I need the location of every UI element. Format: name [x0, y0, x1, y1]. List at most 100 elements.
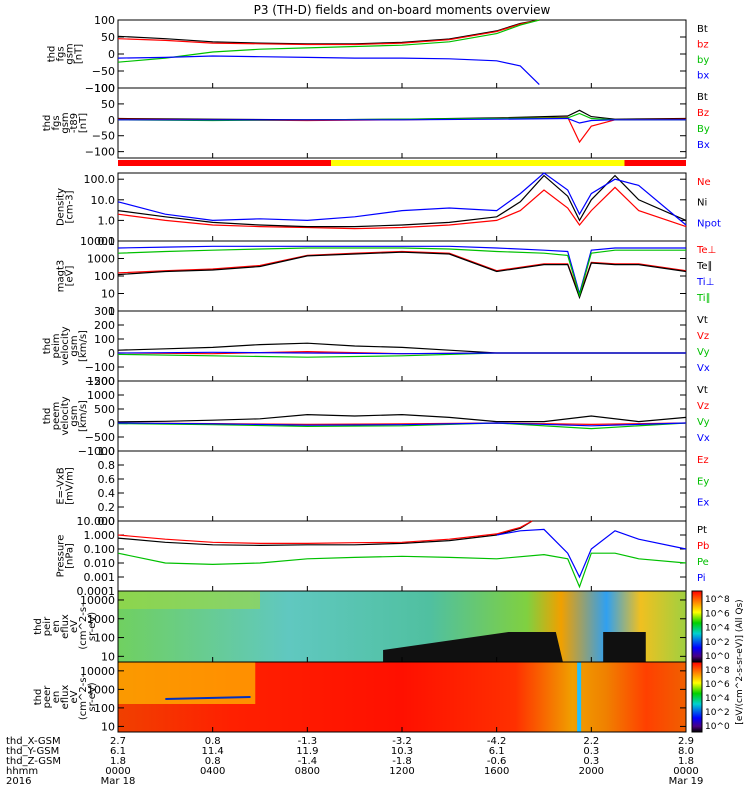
y-tick-label: 200: [94, 319, 115, 332]
legend-label: Vz: [697, 401, 709, 412]
colorbar-tick-label: 10^8: [705, 666, 730, 676]
legend-label: Npot: [697, 218, 721, 229]
y-tick-label: −500: [85, 431, 115, 444]
y-tick-label: −50: [92, 65, 115, 78]
legend-label: by: [697, 55, 709, 66]
y-axis-label-line: peim: [51, 333, 62, 358]
y-axis-label-line: thd: [42, 338, 53, 355]
colorbar-tick-label: 10^4: [705, 694, 730, 704]
y-tick-label: 1000: [87, 683, 115, 696]
y-axis-label-line: gsm: [69, 335, 80, 356]
series-line-peem_velocity-2: [117, 422, 687, 430]
colorbar-tick-label: 10^8: [705, 595, 730, 605]
y-tick-label: 100.0: [84, 173, 116, 186]
y-axis-label-line: thd: [42, 115, 53, 132]
time-axis-tick-label: Mar 19: [669, 776, 704, 787]
y-tick-label: 0.100: [84, 543, 116, 556]
series-line-fgs-2: [117, 19, 540, 63]
y-axis-label-line: [km/s]: [78, 330, 89, 362]
region-segment: [118, 160, 331, 166]
region-segment: [624, 160, 686, 166]
figure-title: P3 (TH-D) fields and on-board moments ov…: [254, 3, 551, 17]
y-tick-label: 100: [94, 333, 115, 346]
time-axis-tick-label: 2.2: [583, 736, 599, 747]
series-line-pressure-0: [117, 520, 533, 547]
y-axis-label-line: fgs: [51, 115, 62, 130]
y-axis-label-line: sr-eV): [87, 612, 98, 641]
legend-label: Ni: [697, 198, 707, 209]
time-axis-tick-label: 6.1: [110, 746, 126, 757]
legend-label: Ti⊥: [696, 277, 714, 288]
legend-label: Vx: [697, 433, 710, 444]
y-tick-label: −1000: [78, 445, 115, 458]
panel-frame: [117, 19, 687, 89]
series-line-density-0: [117, 186, 687, 230]
y-axis-label-line: peem: [51, 402, 62, 430]
y-tick-label: 1: [108, 305, 115, 318]
time-axis-tick-label: 0000: [105, 766, 130, 777]
panel-frame: [117, 310, 687, 382]
y-axis-label-line: en: [51, 691, 62, 704]
time-axis-tick-label: -3.2: [392, 736, 412, 747]
time-axis-tick-label: 0.8: [205, 736, 221, 747]
panel-frame: [117, 172, 687, 242]
y-axis-label-line: [nPa]: [65, 543, 76, 569]
legend-label: Pb: [697, 541, 709, 552]
region-segment: [331, 160, 625, 166]
y-tick-label: 10000: [80, 594, 115, 607]
y-tick-label: 0.6: [98, 473, 116, 486]
y-axis-label-line: [km/s]: [78, 400, 89, 432]
y-tick-label: 1.0: [98, 214, 116, 227]
time-axis-tick-label: 2.7: [110, 736, 126, 747]
y-axis-label-line: peir: [42, 616, 53, 636]
legend-label: Vz: [697, 331, 709, 342]
colorbar-tick-label: 10^0: [705, 722, 730, 732]
colorbar-tick-label: 10^2: [705, 708, 730, 718]
y-axis-label: thdpeerenefluxeV(cm^2-s-sr-eV): [33, 673, 98, 720]
time-axis-tick-label: 8.0: [678, 746, 694, 757]
legend-label: Ez: [697, 455, 709, 466]
y-axis-label: thdpeimvelocitygsm[km/s]: [42, 326, 89, 365]
legend-label: Ex: [697, 498, 709, 509]
y-axis-label-line: fgs: [56, 46, 67, 61]
panel-peir_spectrogram: 10000100010010thdpeirenefluxeV(cm^2-s-sr…: [33, 590, 687, 663]
time-axis-tick-label: 6.1: [489, 746, 505, 757]
colorbar: [691, 661, 703, 733]
legend-label: Vt: [697, 385, 708, 396]
colorbar-tick-label: 10^6: [705, 609, 730, 619]
y-axis-label-line: magt3: [56, 260, 67, 293]
legend-label: Bx: [697, 140, 710, 151]
y-tick-label: 10: [101, 650, 115, 663]
y-axis-label-line: thd: [33, 689, 44, 706]
y-axis-label: thdfgsgsm-t89[nT]: [42, 112, 89, 133]
legend-label: Te∥: [696, 261, 713, 272]
series-line-fgs_dsl-3: [118, 117, 686, 124]
y-tick-label: 100: [94, 270, 115, 283]
y-tick-label: 0.2: [98, 501, 116, 514]
y-axis-label: Pressure[nPa]: [56, 535, 76, 578]
time-axis-row-label: thd_Y-GSM: [6, 746, 59, 757]
y-tick-label: 0.8: [98, 459, 116, 472]
y-axis-label: thdfgsgsm[nT]: [47, 43, 85, 64]
y-axis-label-line: -t89: [69, 113, 80, 133]
legend-label: Vy: [697, 417, 710, 428]
time-axis-tick-label: 2.9: [678, 736, 694, 747]
legend-label: Bz: [697, 108, 709, 119]
series-line-temp-3: [117, 247, 686, 298]
time-axis-tick-label: 0800: [295, 766, 320, 777]
y-axis-label: magt3[eV]: [56, 260, 76, 293]
spectrogram-band: [118, 591, 260, 609]
time-axis-tick-label: 0.3: [583, 746, 599, 757]
legend-label: bz: [697, 40, 709, 51]
time-axis-tick-label: 0.8: [205, 756, 221, 767]
time-axis-tick-label: -1.8: [392, 756, 412, 767]
legend-label: Vy: [697, 347, 710, 358]
y-tick-label: 10.0: [91, 194, 116, 207]
series-line-density-2: [117, 172, 687, 226]
y-tick-label: 1.000: [84, 529, 116, 542]
y-axis-label-line: peer: [42, 685, 53, 709]
y-axis-label-line: thd: [33, 618, 44, 635]
y-axis-label-line: (cm^2-s-: [78, 673, 89, 720]
time-axis-tick-label: 0400: [200, 766, 225, 777]
y-tick-label: 500: [94, 403, 115, 416]
